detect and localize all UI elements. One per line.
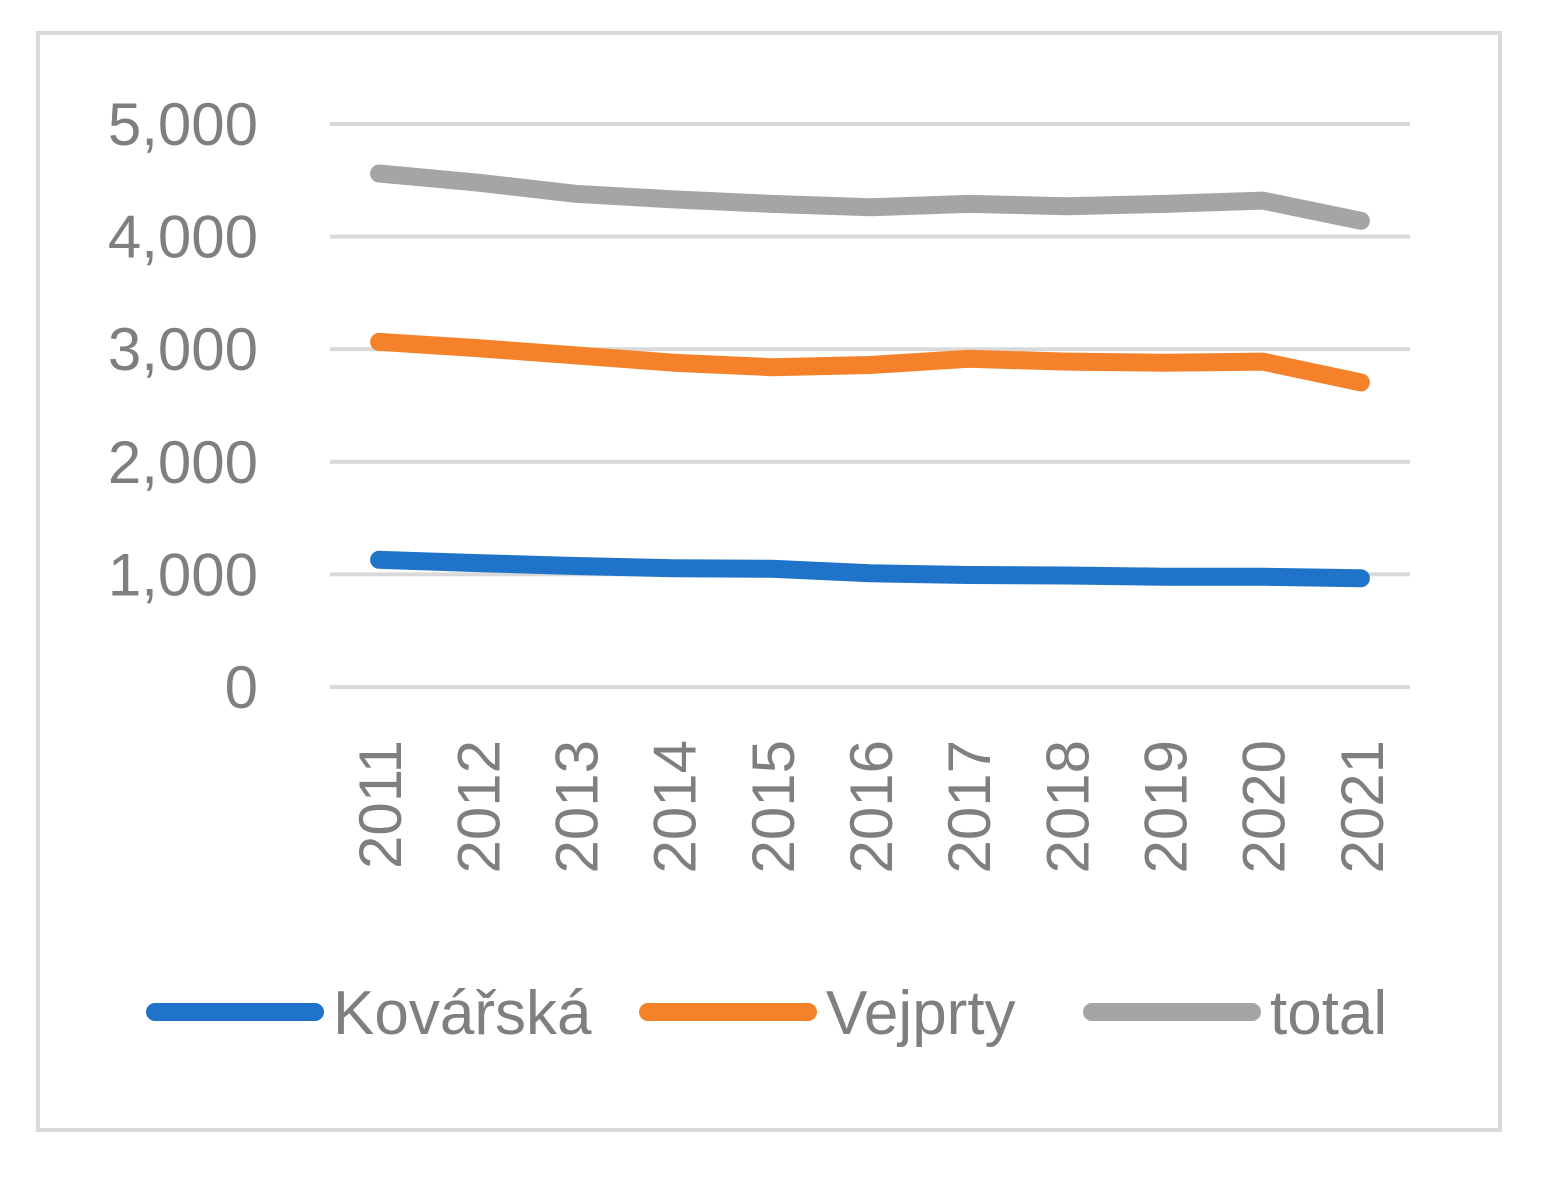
- series-lines: [370, 164, 1370, 588]
- x-tick-label: 2019: [1133, 740, 1200, 873]
- legend: Kovářská Vejprty total: [146, 979, 1387, 1048]
- x-axis-tick-labels: 2011 2012 2013 2014 2015 2016 2017 2018 2019 2020…: [347, 740, 1396, 873]
- y-tick-label: 0: [225, 654, 258, 721]
- x-tick-label: 2017: [936, 740, 1003, 873]
- series-line: [370, 332, 1370, 392]
- x-tick-label: 2011: [347, 740, 414, 869]
- x-tick-label: 2013: [543, 740, 610, 873]
- series-line: [370, 164, 1370, 230]
- x-tick-label: 2015: [740, 740, 807, 873]
- y-tick-label: 2,000: [108, 429, 258, 496]
- legend-label: total: [1270, 979, 1387, 1048]
- y-tick-label: 3,000: [108, 316, 258, 383]
- x-tick-label: 2014: [642, 740, 709, 873]
- series-line: [370, 550, 1370, 588]
- x-tick-label: 2020: [1231, 740, 1298, 873]
- y-tick-label: 1,000: [108, 541, 258, 608]
- legend-label: Kovářská: [333, 979, 592, 1048]
- x-tick-label: 2012: [445, 740, 512, 873]
- y-tick-label: 5,000: [108, 91, 258, 158]
- x-tick-label: 2018: [1034, 740, 1101, 873]
- x-tick-label: 2021: [1329, 740, 1396, 873]
- x-tick-label: 2016: [838, 740, 905, 873]
- y-axis-tick-labels: 0 1,000 2,000 3,000 4,000 5,000: [108, 91, 258, 721]
- legend-label: Vejprty: [826, 979, 1016, 1048]
- y-tick-label: 4,000: [108, 204, 258, 271]
